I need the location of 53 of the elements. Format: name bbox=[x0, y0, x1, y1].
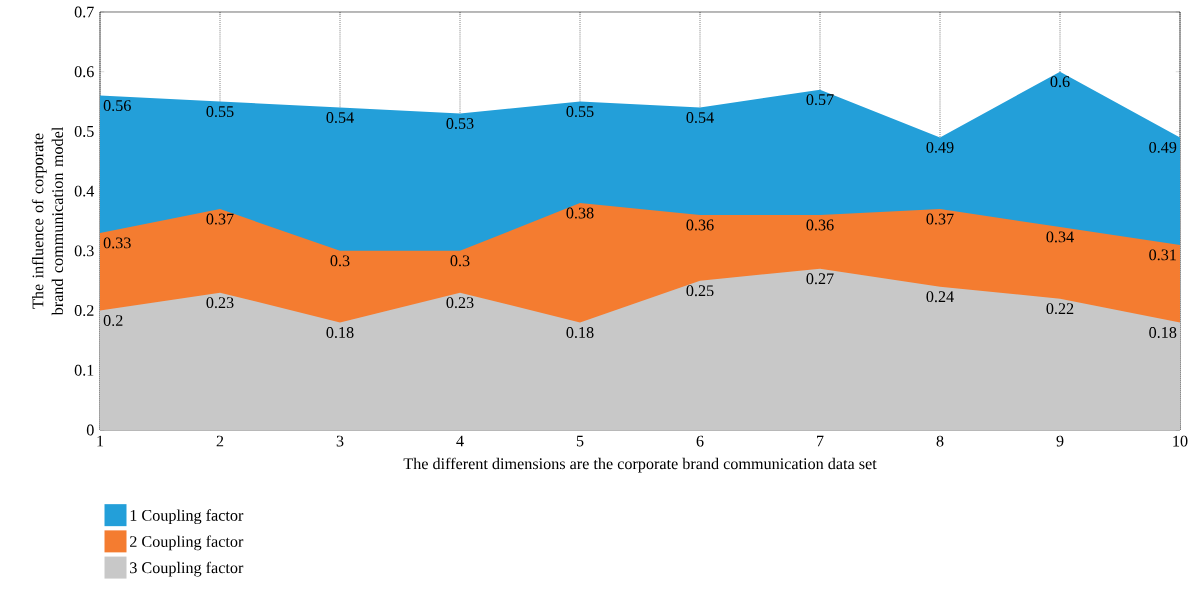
y-tick-label: 0.3 bbox=[74, 245, 94, 257]
data-label: 0.25 bbox=[686, 285, 714, 297]
data-label: 0.3 bbox=[450, 255, 470, 267]
y-tick-label: 0 bbox=[86, 424, 94, 436]
data-label: 0.53 bbox=[446, 118, 474, 129]
x-tick-label: 9 bbox=[1056, 435, 1064, 447]
y-tick-label: 0.7 bbox=[74, 6, 94, 18]
data-label: 0.23 bbox=[446, 297, 474, 309]
data-label: 0.18 bbox=[1149, 327, 1177, 338]
data-label: 0.49 bbox=[1149, 141, 1177, 153]
x-axis-title: The different dimensions are the corporate brand communication data set bbox=[403, 457, 877, 473]
data-label: 0.55 bbox=[206, 106, 234, 118]
data-label: 0.49 bbox=[926, 141, 954, 153]
data-label: 0.2 bbox=[103, 315, 123, 327]
x-tick-label: 2 bbox=[216, 435, 224, 447]
data-label: 0.57 bbox=[806, 94, 834, 106]
x-tick-label: 10 bbox=[1173, 435, 1188, 447]
y-axis-title: The influence of corporate brand communication model bbox=[31, 127, 64, 316]
data-label: 0.37 bbox=[206, 213, 234, 225]
data-label: 0.55 bbox=[566, 106, 594, 118]
data-label: 0.37 bbox=[926, 213, 954, 225]
x-tick-label: 7 bbox=[817, 435, 824, 447]
data-label: 0.31 bbox=[1149, 249, 1176, 261]
data-label: 0.22 bbox=[1046, 303, 1074, 315]
x-tick-label: 3 bbox=[336, 435, 344, 447]
data-label: 0.54 bbox=[686, 112, 714, 124]
y-tick-label: 0.5 bbox=[74, 125, 94, 137]
x-tick-label: 5 bbox=[576, 435, 584, 447]
y-tick-label: 0.2 bbox=[74, 305, 94, 317]
data-label: 0.36 bbox=[686, 219, 714, 231]
legend-label: 3 Coupling factor bbox=[130, 561, 244, 577]
y-tick-label: 0.1 bbox=[74, 364, 94, 376]
data-label: 0.3 bbox=[330, 255, 350, 267]
legend-label: 1 Coupling factor bbox=[130, 509, 244, 525]
y-tick-label: 0.6 bbox=[74, 66, 94, 78]
x-tick-label: 4 bbox=[456, 435, 464, 447]
data-label: 0.24 bbox=[926, 291, 954, 303]
legend-label: 2 Coupling factor bbox=[130, 535, 244, 551]
data-label: 0.54 bbox=[326, 112, 354, 124]
data-label: 0.23 bbox=[206, 297, 234, 309]
data-label: 0.36 bbox=[806, 219, 834, 231]
data-label: 0.27 bbox=[806, 273, 834, 285]
y-tick-label: 0.4 bbox=[74, 185, 95, 197]
x-tick-label: 8 bbox=[936, 435, 944, 447]
data-label: 0.18 bbox=[566, 327, 594, 338]
data-label: 0.38 bbox=[566, 207, 594, 219]
data-label: 0.18 bbox=[326, 327, 354, 338]
data-label: 0.33 bbox=[103, 237, 131, 249]
x-tick-label: 1 bbox=[97, 435, 104, 447]
data-label: 0.56 bbox=[103, 100, 131, 112]
x-tick-label: 6 bbox=[696, 435, 704, 447]
data-label: 0.6 bbox=[1050, 76, 1070, 88]
data-label: 0.34 bbox=[1046, 231, 1074, 243]
